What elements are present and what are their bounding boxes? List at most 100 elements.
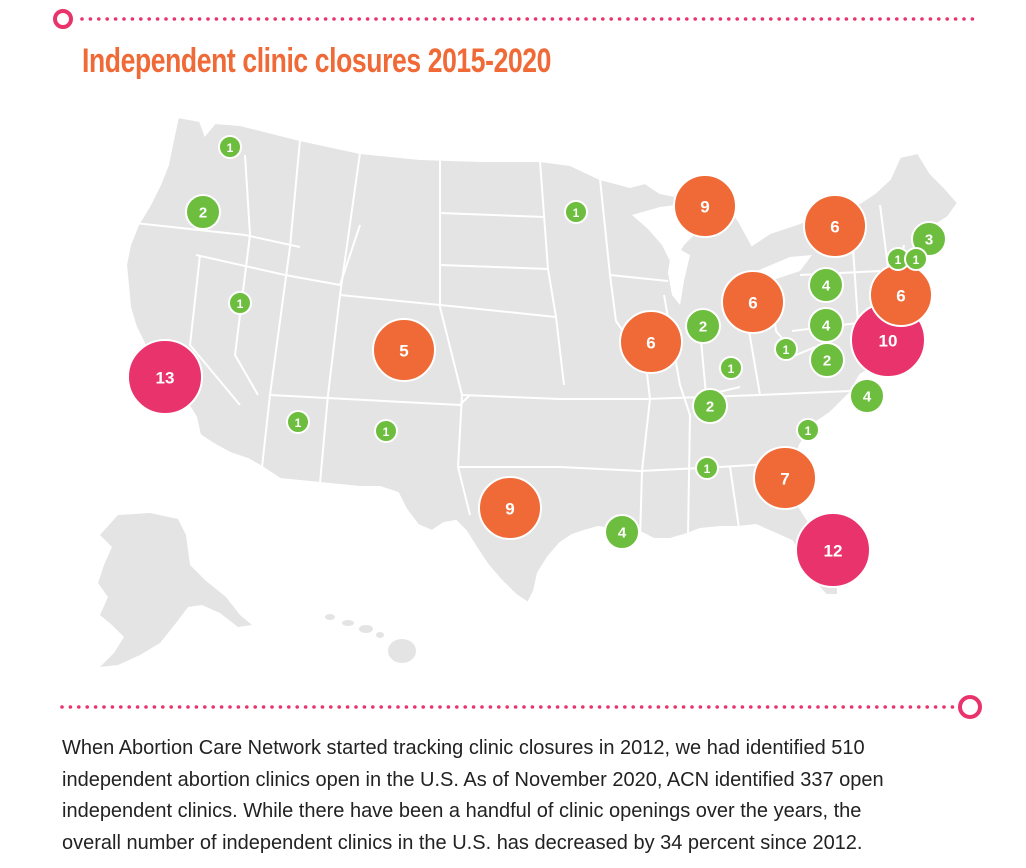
marker-count-label: 6 [748,294,757,313]
top-divider [53,9,977,29]
marker-circle [809,342,845,378]
marker-circle [774,337,798,361]
alaska-shape [98,513,252,667]
marker-circle [904,247,928,271]
marker-count-label: 1 [704,462,711,476]
closure-marker: 3 [911,221,947,257]
marker-circle [695,456,719,480]
hawaii-shape [325,614,416,663]
marker-circle [374,419,398,443]
marker-circle [849,378,885,414]
closure-marker: 1 [218,135,242,159]
closure-marker: 1 [719,356,743,380]
marker-count-label: 13 [156,369,175,388]
marker-count-label: 1 [805,424,812,438]
marker-circle [185,194,221,230]
divider-circle-left [53,9,73,29]
closure-marker: 1 [564,200,588,224]
marker-circle [692,388,728,424]
marker-count-label: 4 [618,525,627,542]
marker-count-label: 1 [728,362,735,376]
summary-line: When Abortion Care Network started track… [62,737,865,759]
marker-circle [796,418,820,442]
marker-count-label: 6 [896,287,905,306]
marker-count-label: 1 [295,416,302,430]
us-map-base [98,115,960,667]
closure-marker: 4 [604,514,640,550]
marker-count-label: 5 [399,342,408,361]
marker-circle [218,135,242,159]
marker-count-label: 12 [824,542,843,561]
marker-circle [685,308,721,344]
closure-marker: 1 [228,291,252,315]
marker-count-label: 1 [383,425,390,439]
closure-marker: 2 [692,388,728,424]
marker-count-label: 4 [822,318,831,335]
marker-circle [564,200,588,224]
closure-marker: 2 [685,308,721,344]
closure-marker: 2 [809,342,845,378]
closure-marker: 2 [185,194,221,230]
lake-michigan-shape [668,245,690,305]
closure-marker: 5 [372,318,436,382]
closure-marker: 1 [374,419,398,443]
marker-count-label: 7 [780,470,789,489]
closure-marker: 4 [808,307,844,343]
marker-circle [719,356,743,380]
marker-count-label: 1 [783,343,790,357]
marker-circle [721,270,785,334]
closure-marker: 9 [478,476,542,540]
marker-count-label: 1 [573,206,580,220]
closure-marker: 1 [796,418,820,442]
marker-circle [604,514,640,550]
closure-marker: 6 [619,310,683,374]
marker-circle [803,194,867,258]
marker-circle [372,318,436,382]
marker-count-label: 2 [823,353,831,370]
closure-marker: 1 [886,247,910,271]
closure-marker: 13 [127,339,203,415]
summary-paragraph: When Abortion Care Network started track… [62,733,962,859]
marker-circle [795,512,871,588]
marker-count-label: 1 [913,253,920,267]
marker-circle [911,221,947,257]
closure-marker: 12 [795,512,871,588]
marker-count-label: 2 [706,399,714,416]
summary-line: independent clinics. While there have be… [62,800,862,822]
marker-count-label: 1 [227,141,234,155]
marker-circle [619,310,683,374]
marker-circle [808,267,844,303]
closure-marker: 4 [849,378,885,414]
closure-marker: 7 [753,446,817,510]
closure-marker: 9 [673,174,737,238]
marker-count-label: 2 [699,319,707,336]
page-title: Independent clinic closures 2015-2020 [82,42,552,80]
closure-marker: 1 [695,456,719,480]
closure-marker: 4 [808,267,844,303]
marker-count-label: 2 [199,205,207,222]
marker-count-label: 9 [700,198,709,217]
closure-marker: 6 [869,263,933,327]
marker-count-label: 10 [879,332,898,351]
marker-circle [228,291,252,315]
marker-count-label: 1 [895,253,902,267]
marker-count-label: 3 [925,232,933,249]
state-borders [134,139,905,540]
bottom-divider [60,695,982,719]
closure-marker: 1 [286,410,310,434]
marker-circle [286,410,310,434]
closure-marker: 6 [721,270,785,334]
closure-marker: 1 [774,337,798,361]
marker-count-label: 1 [237,297,244,311]
marker-circle [753,446,817,510]
closure-marker: 1 [904,247,928,271]
divider-circle-right [958,695,982,719]
marker-circle [808,307,844,343]
marker-count-label: 6 [646,334,655,353]
marker-count-label: 4 [863,389,872,406]
marker-count-label: 4 [822,278,831,295]
marker-circle [127,339,203,415]
marker-count-label: 9 [505,500,514,519]
